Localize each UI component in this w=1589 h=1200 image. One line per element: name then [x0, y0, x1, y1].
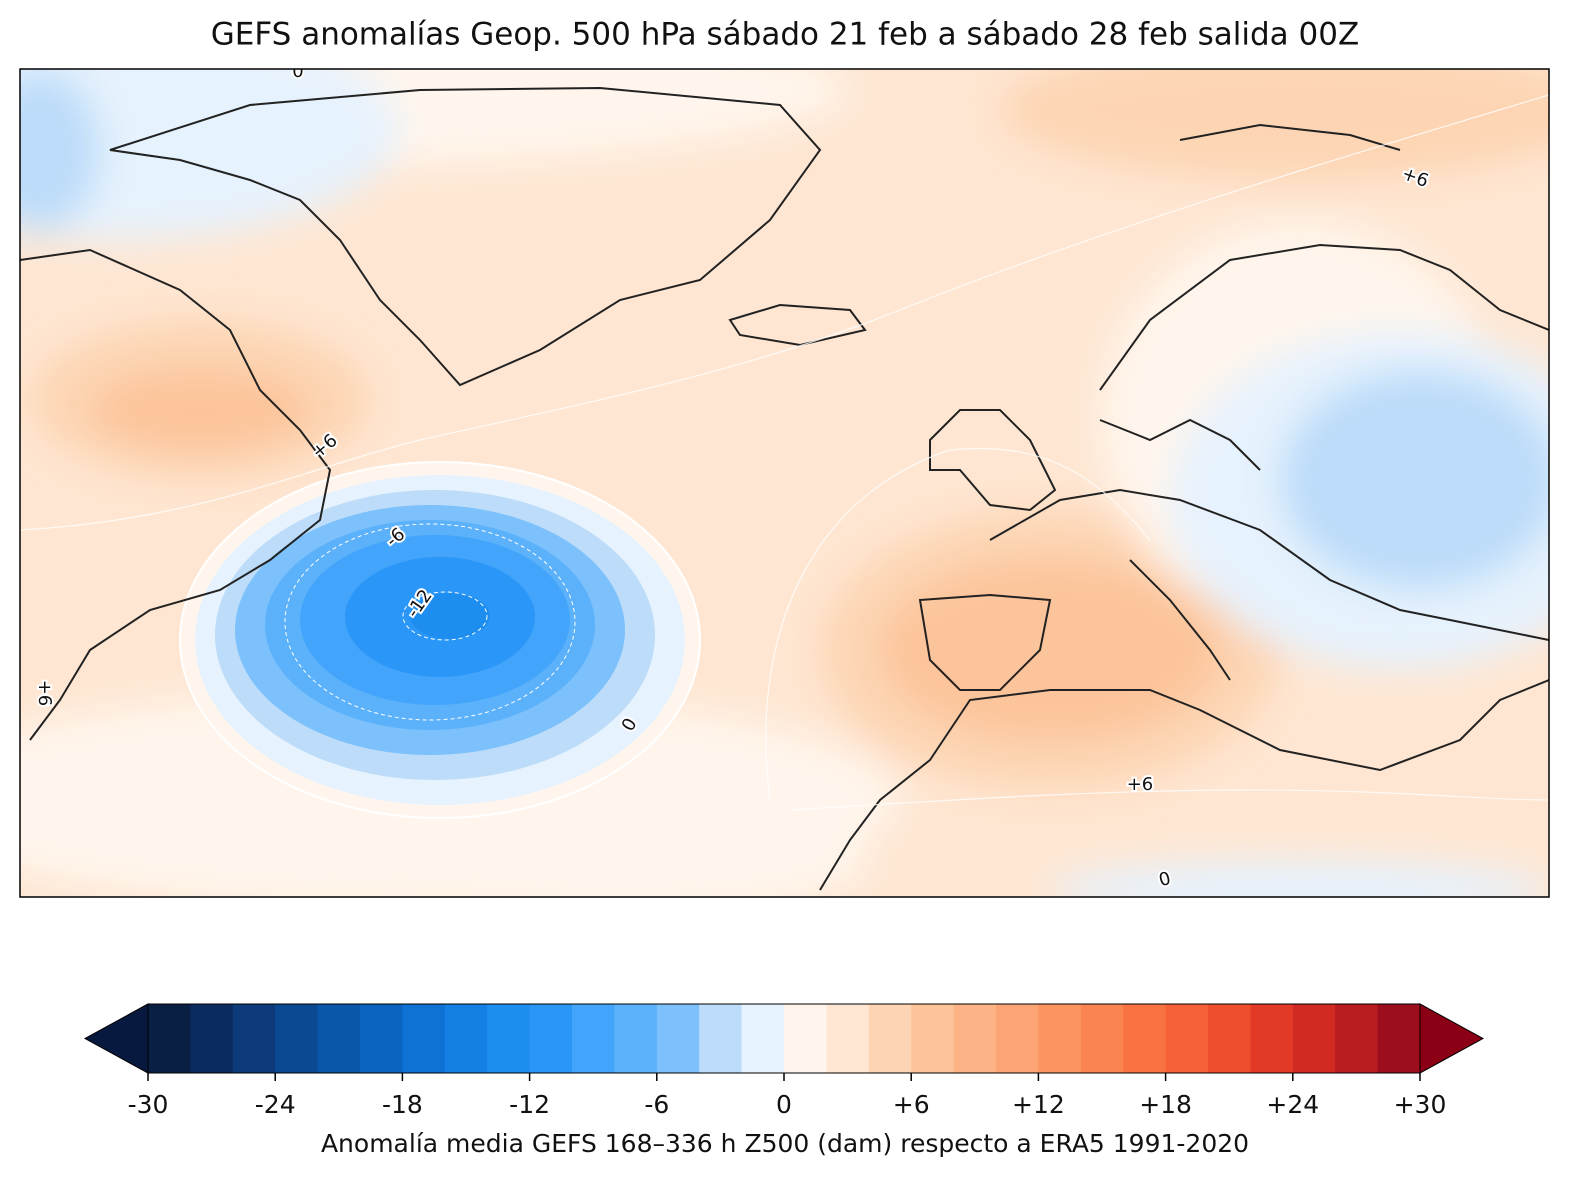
- colorbar-segment: [148, 1004, 191, 1073]
- colorbar-segment: [996, 1004, 1039, 1073]
- colorbar-tick-label: +24: [1266, 1090, 1319, 1119]
- colorbar: -30 -24 -18 -12 -6 0 +6 +12 +18 +24 +30: [83, 1003, 1485, 1119]
- colorbar-segment: [1038, 1004, 1082, 1073]
- colorbar-segment: [699, 1004, 743, 1073]
- colorbar-segment: [1377, 1004, 1421, 1073]
- colorbar-tick-label: -18: [382, 1090, 423, 1119]
- colorbar-segment: [275, 1004, 319, 1073]
- colorbar-tick-label: +18: [1139, 1090, 1192, 1119]
- colorbar-segment: [1123, 1004, 1167, 1073]
- colorbar-segment: [911, 1004, 955, 1073]
- colorbar-tick-label: -12: [509, 1090, 550, 1119]
- colorbar-segment: [614, 1004, 658, 1073]
- colorbar-segment: [826, 1004, 870, 1073]
- colorbar-segment: [232, 1004, 276, 1073]
- colorbar-tick-label: -30: [128, 1090, 169, 1119]
- map: 0+6+6-6-12+60+60: [20, 61, 1549, 897]
- colorbar-segment: [1250, 1004, 1294, 1073]
- colorbar-segment: [529, 1004, 573, 1073]
- colorbar-segment: [1292, 1004, 1336, 1073]
- colorbar-segment: [402, 1004, 446, 1073]
- colorbar-tick-label: -24: [255, 1090, 296, 1119]
- contour-label: 0: [292, 61, 303, 82]
- colorbar-segment: [572, 1004, 615, 1073]
- low-pressure-anomaly: [179, 461, 701, 819]
- colorbar-segment: [868, 1004, 912, 1073]
- colorbar-segment: [1165, 1004, 1209, 1073]
- colorbar-segment: [784, 1004, 827, 1073]
- map-frame: [19, 68, 1550, 898]
- colorbar-segment: [656, 1004, 700, 1073]
- colorbar-segment: [190, 1004, 234, 1073]
- colorbar-label: Anomalía media GEFS 168–336 h Z500 (dam)…: [321, 1129, 1249, 1158]
- title: GEFS anomalías Geop. 500 hPa sábado 21 f…: [211, 17, 1359, 53]
- colorbar-over: [1419, 1003, 1485, 1074]
- colorbar-tick-label: -6: [644, 1090, 669, 1119]
- colorbar-tick-label: +30: [1394, 1090, 1447, 1119]
- colorbar-segment: [1335, 1004, 1379, 1073]
- colorbar-segment: [360, 1004, 403, 1073]
- contour-label: 0: [1157, 868, 1173, 891]
- colorbar-tick-label: 0: [776, 1090, 792, 1119]
- colorbar-segment: [317, 1004, 361, 1073]
- colorbar-under: [83, 1003, 149, 1074]
- contour-lines: [20, 94, 1549, 811]
- colorbar-segment: [1080, 1004, 1124, 1073]
- contour-label: +6: [34, 680, 55, 707]
- colorbar-tick-label: +6: [893, 1090, 930, 1119]
- colorbar-segment: [953, 1004, 997, 1073]
- colorbar-segment: [741, 1004, 785, 1073]
- colorbar-segment: [1208, 1004, 1251, 1073]
- colorbar-segment: [487, 1004, 531, 1073]
- colorbar-tick-label: +12: [1012, 1090, 1065, 1119]
- contour-label: +6: [1127, 774, 1154, 795]
- colorbar-segment: [444, 1004, 488, 1073]
- coastlines: [20, 86, 1549, 891]
